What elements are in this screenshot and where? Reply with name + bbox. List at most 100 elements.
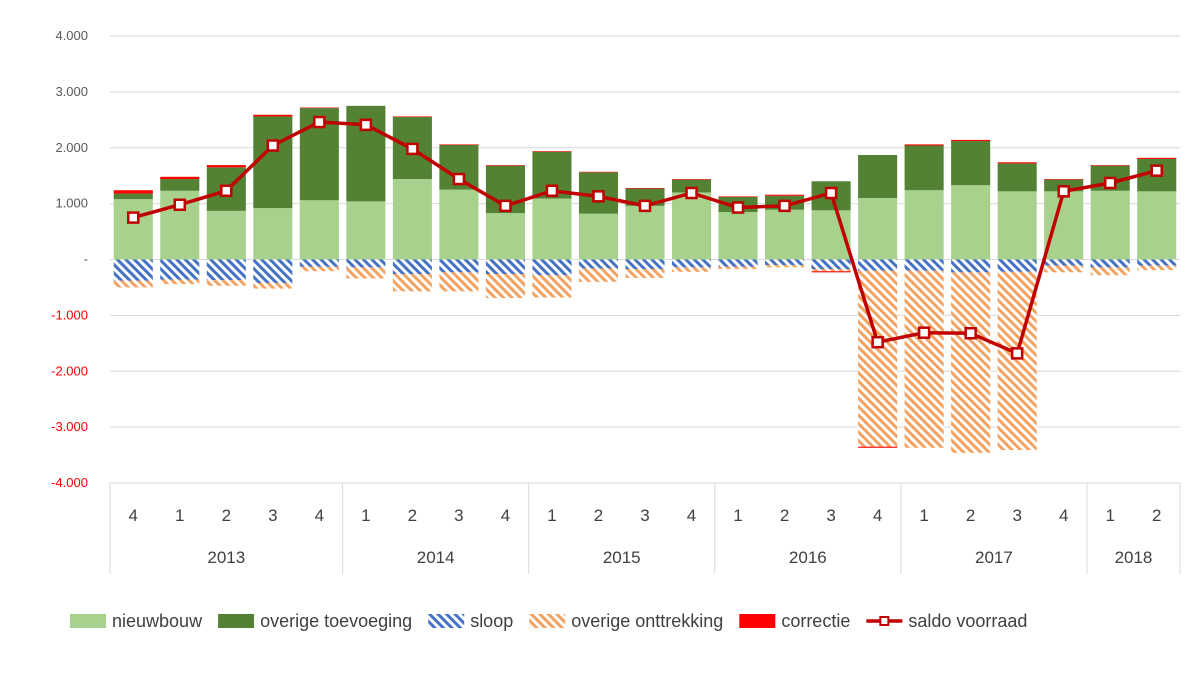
x-tick-label: 1 [919, 506, 928, 525]
bar-correctie [1090, 165, 1130, 166]
bar-correctie [625, 187, 665, 189]
y-tick-label: 1.000 [55, 196, 88, 211]
x-tick-label: 3 [268, 506, 277, 525]
bar-correctie [904, 144, 944, 146]
bar-sloop [1044, 259, 1084, 266]
y-tick-label: -3.000 [51, 419, 88, 434]
legend-label-sloop: sloop [470, 611, 513, 631]
bar-nieuwbouw [299, 200, 339, 260]
bar-nieuwbouw [253, 208, 293, 260]
bar-overige-onttrekking [625, 268, 665, 278]
x-tick-label: 1 [1105, 506, 1114, 525]
bars [113, 105, 1177, 453]
y-tick-label: -2.000 [51, 363, 88, 378]
bar-correctie [997, 162, 1037, 164]
x-tick-label: 4 [1059, 506, 1068, 525]
saldo-point [545, 184, 559, 198]
x-tick-label: 2 [222, 506, 231, 525]
bar-sloop [439, 259, 479, 273]
bar-overige-toevoeging [253, 116, 293, 209]
year-label: 2013 [207, 548, 245, 567]
legend: nieuwbouw overige toevoeging sloop overige … [70, 611, 1027, 631]
bar-correctie [811, 271, 851, 273]
bar-overige-onttrekking [1044, 265, 1084, 273]
x-axis: 4 1 2 3 4 1 2 3 4 1 2 3 4 1 2 3 4 1 2 3 4 1 2 2013 2014 2015 2016 2… [109, 482, 1181, 574]
bar-nieuwbouw [392, 179, 432, 260]
bar-correctie [299, 107, 339, 109]
saldo-point [778, 199, 791, 213]
bar-sloop [718, 259, 758, 267]
saldo-point [173, 198, 187, 211]
bar-overige-onttrekking [1137, 265, 1177, 271]
bar-nieuwbouw [1044, 191, 1084, 260]
bar-nieuwbouw [439, 189, 479, 260]
x-tick-label: 3 [640, 506, 649, 525]
bar-nieuwbouw [671, 192, 712, 260]
x-tick-label: 4 [501, 506, 510, 525]
bar-correctie [392, 116, 432, 118]
saldo-point [1103, 176, 1117, 190]
bar-sloop [206, 259, 246, 281]
bar-sloop [392, 259, 432, 275]
bar-overige-toevoeging [858, 155, 898, 199]
bar-sloop [904, 259, 944, 271]
bar-overige-toevoeging [951, 141, 991, 186]
bar-nieuwbouw [206, 210, 246, 260]
legend-marker-saldo-voorraad [879, 616, 890, 626]
bar-sloop [858, 259, 898, 271]
bar-overige-onttrekking [997, 271, 1037, 451]
year-label: 2017 [975, 548, 1013, 567]
bar-sloop [485, 259, 525, 275]
x-tick-label: 2 [780, 506, 789, 525]
bar-overige-onttrekking [160, 279, 200, 285]
y-tick-label: 2.000 [55, 140, 88, 155]
bar-overige-toevoeging [997, 163, 1037, 192]
x-tick-label: 3 [454, 506, 463, 525]
bar-correctie [253, 114, 293, 117]
bar-overige-onttrekking [951, 272, 991, 453]
saldo-point [406, 142, 419, 156]
bar-overige-onttrekking [904, 270, 944, 448]
bar-overige-onttrekking [671, 267, 712, 272]
year-label: 2015 [603, 548, 641, 567]
bar-nieuwbouw [997, 191, 1037, 260]
bar-nieuwbouw [346, 201, 386, 260]
bar-nieuwbouw [951, 185, 991, 260]
bar-nieuwbouw [718, 212, 758, 260]
bar-overige-onttrekking [578, 268, 619, 282]
bar-correctie [951, 139, 991, 142]
bar-correctie [532, 151, 572, 152]
saldo-point [917, 326, 931, 339]
x-tick-label: 2 [408, 506, 417, 525]
y-tick-label: 3.000 [55, 84, 88, 99]
bar-correctie [718, 196, 758, 197]
legend-label-overige-toevoeging: overige toevoeging [260, 611, 412, 631]
x-tick-label: 4 [129, 506, 138, 525]
bar-overige-toevoeging [160, 179, 200, 191]
saldo-point [1150, 164, 1163, 177]
saldo-point [1010, 347, 1024, 360]
bar-overige-onttrekking [1090, 267, 1130, 276]
bar-overige-onttrekking [392, 274, 432, 292]
x-tick-label: 4 [873, 506, 882, 525]
bar-nieuwbouw [1137, 191, 1177, 260]
bar-sloop [811, 259, 851, 269]
bar-sloop [997, 259, 1037, 272]
bar-sloop [532, 259, 572, 276]
legend-swatch-correctie [739, 614, 776, 628]
year-label: 2016 [789, 548, 827, 567]
bar-correctie [765, 194, 805, 196]
bar-overige-toevoeging [113, 193, 153, 200]
saldo-point [313, 115, 326, 129]
saldo-point [871, 335, 884, 349]
bar-correctie [113, 190, 153, 194]
legend-label-correctie: correctie [781, 611, 850, 631]
saldo-point [731, 201, 745, 214]
legend-swatch-sloop [428, 614, 465, 628]
bar-overige-onttrekking [253, 282, 293, 289]
year-label: 2018 [1115, 548, 1153, 567]
bar-overige-onttrekking [439, 272, 479, 292]
bar-overige-onttrekking [206, 280, 246, 286]
bar-sloop [671, 259, 712, 268]
bar-sloop [299, 259, 339, 267]
